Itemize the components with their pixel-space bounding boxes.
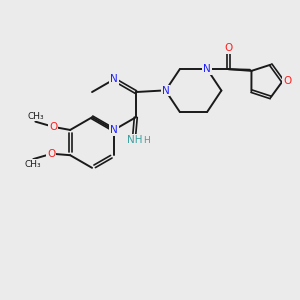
Text: N: N: [203, 64, 211, 74]
Text: H: H: [143, 136, 150, 145]
Text: N: N: [110, 74, 118, 84]
Text: NH: NH: [127, 135, 142, 145]
Text: O: O: [49, 122, 57, 132]
Text: O: O: [224, 43, 233, 53]
Text: CH₃: CH₃: [25, 160, 42, 169]
Text: N: N: [110, 125, 118, 135]
Text: CH₃: CH₃: [27, 112, 44, 121]
Text: N: N: [162, 85, 170, 96]
Text: O: O: [47, 149, 55, 159]
Text: O: O: [283, 76, 291, 86]
